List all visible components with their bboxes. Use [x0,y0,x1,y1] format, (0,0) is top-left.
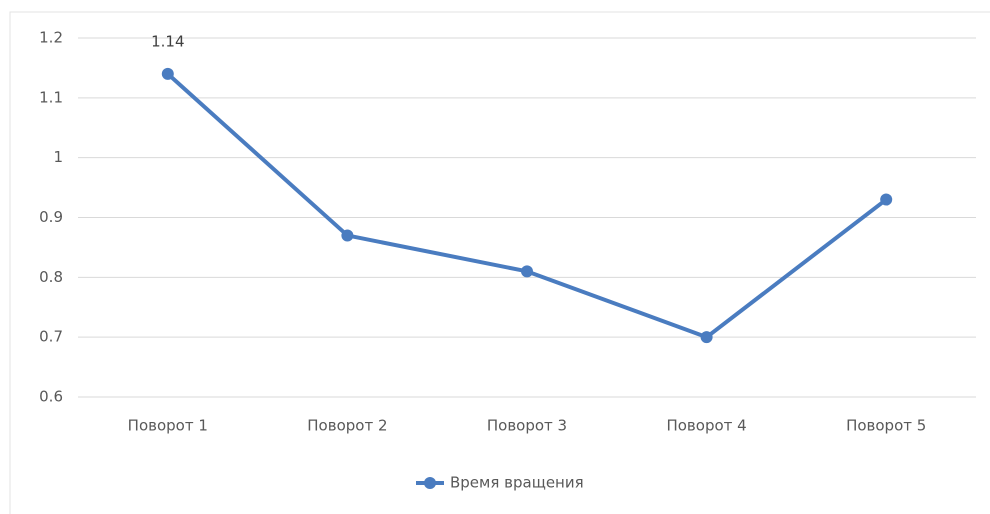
chart-frame [9,11,990,514]
data-point [161,67,174,80]
legend-label: Время вращения [450,474,584,492]
y-tick-label: 0.6 [39,388,63,406]
y-tick-label: 0.7 [39,328,63,346]
data-point [341,229,354,242]
x-tick-label: Поворот 4 [666,417,746,435]
x-tick-label: Поворот 5 [846,417,926,435]
legend-marker [424,477,436,489]
x-tick-label: Поворот 2 [307,417,387,435]
y-tick-label: 1.2 [39,29,63,47]
y-tick-label: 0.8 [39,268,63,286]
y-tick-label: 1 [53,148,63,166]
data-point [880,193,893,206]
y-tick-label: 1.1 [39,88,63,106]
x-tick-label: Поворот 3 [487,417,567,435]
data-label: 1.14 [151,32,184,50]
data-point [521,265,533,278]
data-point [700,331,713,344]
x-tick-label: Поворот 1 [128,417,208,435]
y-tick-label: 0.9 [39,208,63,226]
